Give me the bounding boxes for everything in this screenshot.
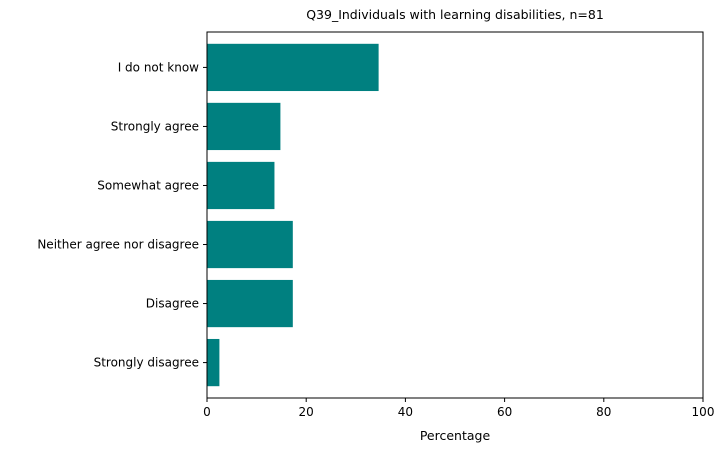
x-axis-label: Percentage xyxy=(420,428,491,443)
y-tick-label: Disagree xyxy=(146,297,199,311)
chart-title: Q39_Individuals with learning disabiliti… xyxy=(306,7,604,22)
x-tick-label: 0 xyxy=(203,405,211,419)
bars xyxy=(207,43,379,387)
y-tick-label: I do not know xyxy=(118,60,199,74)
bar xyxy=(207,161,275,210)
y-tick-label: Somewhat agree xyxy=(97,178,199,192)
plot-frame xyxy=(206,31,704,399)
x-tick-label: 80 xyxy=(596,405,611,419)
bar xyxy=(207,220,293,269)
y-tick-label: Neither agree nor disagree xyxy=(37,238,199,252)
y-tick-label: Strongly agree xyxy=(111,119,199,133)
bar xyxy=(207,43,379,92)
x-tick-label: 100 xyxy=(692,405,715,419)
y-tick-label: Strongly disagree xyxy=(94,356,199,370)
bar xyxy=(207,102,281,151)
bar xyxy=(207,338,220,387)
x-tick-label: 20 xyxy=(299,405,314,419)
x-tick-label: 40 xyxy=(398,405,413,419)
bar xyxy=(207,279,293,328)
x-tick-label: 60 xyxy=(497,405,512,419)
y-axis-ticks: I do not know Strongly agree Somewhat agre… xyxy=(37,60,207,370)
x-axis-ticks: 0 20 40 60 80 100 xyxy=(203,398,714,419)
